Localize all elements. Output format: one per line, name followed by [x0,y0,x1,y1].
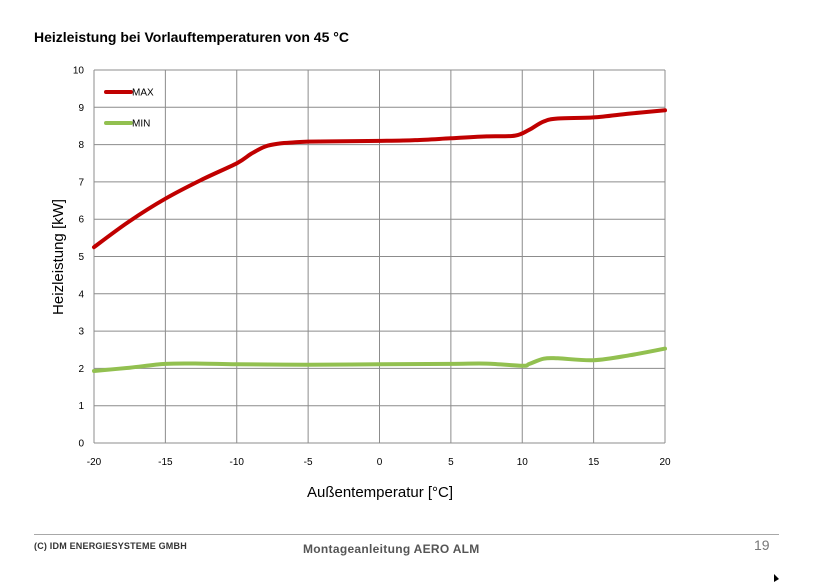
chart-title: Heizleistung bei Vorlauftemperaturen von… [34,29,349,45]
x-axis-ticks: -20 -15 -10 -5 0 5 10 15 20 [87,457,671,468]
y-tick-label: 4 [78,289,84,300]
series-line-min [92,346,667,373]
y-tick-label: 10 [73,66,85,77]
x-axis-label: Außentemperatur [°C] [307,484,453,501]
series-lines [92,108,667,373]
footer-divider [34,534,779,535]
x-tick-label: 20 [659,457,671,468]
x-tick-label: 10 [517,457,529,468]
x-tick-label: -5 [304,457,313,468]
footer-document-title: Montageanleitung AERO ALM [303,542,480,556]
y-tick-label: 2 [78,364,84,375]
x-tick-label: 5 [448,457,454,468]
y-tick-label: 7 [78,177,84,188]
legend-label-max: MAX [132,88,154,99]
y-tick-label: 1 [78,401,84,412]
y-axis-ticks: 0 1 2 3 4 5 6 7 8 9 10 [73,66,85,450]
y-tick-label: 5 [78,252,84,263]
legend-label-min: MIN [132,119,150,130]
x-tick-label: -10 [230,457,245,468]
x-tick-label: 0 [377,457,383,468]
chart-grid [93,69,666,444]
y-tick-label: 0 [78,439,84,450]
series-line-max [92,108,667,250]
chart-legend: MAX MIN [104,88,154,130]
mouse-cursor-icon [774,574,779,582]
y-axis-label: Heizleistung [kW] [50,199,67,315]
x-tick-label: -20 [87,457,102,468]
footer-copyright: (C) IDM ENERGIESYSTEME GMBH [34,541,187,551]
y-tick-label: 8 [78,140,84,151]
y-tick-label: 3 [78,327,84,338]
x-tick-label: -15 [158,457,173,468]
y-tick-label: 6 [78,215,84,226]
y-tick-label: 9 [78,103,84,114]
x-tick-label: 15 [588,457,600,468]
page-number: 19 [754,537,770,553]
